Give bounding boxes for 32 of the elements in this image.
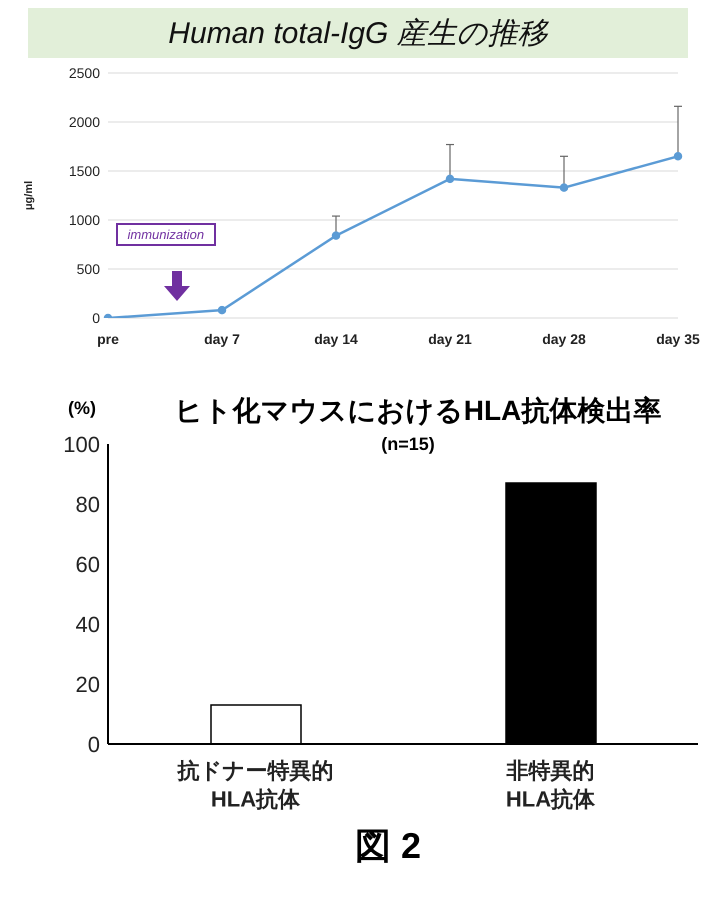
y-tick-label: 2500 xyxy=(68,64,100,81)
y-tick-label: 2000 xyxy=(68,114,100,130)
y-tick-label: 1500 xyxy=(68,162,100,179)
x-tick-label: day 28 xyxy=(542,330,586,347)
y-tick-label: 1000 xyxy=(68,212,100,228)
point xyxy=(446,174,454,184)
point xyxy=(560,183,568,192)
x-tick-label: day 7 xyxy=(204,330,240,347)
y-tick-label: 0 xyxy=(88,732,100,757)
x-tick-label: day 35 xyxy=(656,330,700,347)
chart-title: ヒト化マウスにおけるHLA抗体検出率 xyxy=(174,394,662,428)
point xyxy=(674,152,682,161)
x-tick-label: 抗ドナー特異的 HLA抗体 xyxy=(176,758,334,812)
chart-title: Human total-IgG 産生の推移 xyxy=(28,8,688,58)
point xyxy=(218,306,226,314)
y-tick-label: 20 xyxy=(76,672,100,697)
point xyxy=(332,231,340,240)
chart-subtitle: (n=15) xyxy=(380,434,436,455)
y-tick-label: 500 xyxy=(76,260,100,277)
y-axis-title: (%) xyxy=(68,398,96,419)
x-tick-label: day 21 xyxy=(428,330,472,347)
y-tick-label: 60 xyxy=(76,552,100,577)
y-tick-label: 80 xyxy=(76,492,100,517)
x-tick-label: 非特異的 HLA抗体 xyxy=(506,758,596,812)
caption: 図 2 xyxy=(354,824,422,868)
y-tick-label: 0 xyxy=(92,310,100,326)
y-tick-label: 100 xyxy=(63,432,100,457)
x-tick-label: day 14 xyxy=(314,330,358,347)
annotation: immunization xyxy=(116,223,216,246)
y-axis-title: μg/ml xyxy=(22,180,35,210)
x-tick-label: pre xyxy=(97,330,120,347)
y-tick-label: 40 xyxy=(76,612,100,637)
